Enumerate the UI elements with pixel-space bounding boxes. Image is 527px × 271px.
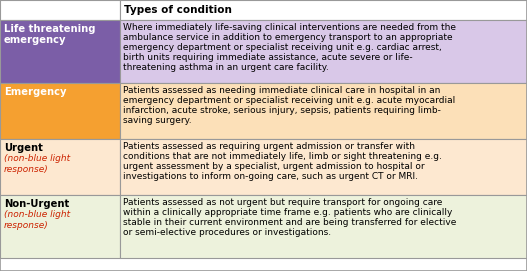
Text: Patients assessed as requiring urgent admission or transfer with: Patients assessed as requiring urgent ad… xyxy=(123,142,415,151)
Bar xyxy=(120,83,527,139)
Text: investigations to inform on-going care, such as urgent CT or MRI.: investigations to inform on-going care, … xyxy=(123,172,418,181)
Text: Urgent: Urgent xyxy=(4,143,43,153)
Text: Types of condition: Types of condition xyxy=(124,5,232,15)
Text: Non-Urgent: Non-Urgent xyxy=(4,199,69,209)
Text: response): response) xyxy=(4,221,49,230)
Text: Patients assessed as not urgent but require transport for ongoing care: Patients assessed as not urgent but requ… xyxy=(123,198,442,207)
Text: Where immediately life-saving clinical interventions are needed from the: Where immediately life-saving clinical i… xyxy=(123,23,456,32)
Text: Life threatening: Life threatening xyxy=(4,24,95,34)
Bar xyxy=(120,20,527,83)
Bar xyxy=(0,0,120,20)
Bar xyxy=(120,195,527,258)
Bar xyxy=(120,0,527,20)
Text: stable in their current environment and are being transferred for elective: stable in their current environment and … xyxy=(123,218,456,227)
Text: emergency department or specialist receiving unit e.g. acute myocardial: emergency department or specialist recei… xyxy=(123,96,455,105)
Text: response): response) xyxy=(4,165,49,174)
Text: within a clinically appropriate time frame e.g. patients who are clinically: within a clinically appropriate time fra… xyxy=(123,208,452,217)
Text: (non-blue light: (non-blue light xyxy=(4,154,70,163)
Text: emergency: emergency xyxy=(4,35,66,45)
Text: saving surgery.: saving surgery. xyxy=(123,116,192,125)
Text: or semi-elective procedures or investigations.: or semi-elective procedures or investiga… xyxy=(123,228,331,237)
Bar xyxy=(0,20,120,83)
Text: birth units requiring immediate assistance, acute severe or life-: birth units requiring immediate assistan… xyxy=(123,53,413,62)
Bar xyxy=(0,83,120,139)
Text: Emergency: Emergency xyxy=(4,87,66,97)
Text: (non-blue light: (non-blue light xyxy=(4,210,70,219)
Text: infarction, acute stroke, serious injury, sepsis, patients requiring limb-: infarction, acute stroke, serious injury… xyxy=(123,106,441,115)
Text: conditions that are not immediately life, limb or sight threatening e.g.: conditions that are not immediately life… xyxy=(123,152,442,161)
Text: urgent assessment by a specialist, urgent admission to hospital or: urgent assessment by a specialist, urgen… xyxy=(123,162,425,171)
Text: ambulance service in addition to emergency transport to an appropriate: ambulance service in addition to emergen… xyxy=(123,33,453,42)
Text: threatening asthma in an urgent care facility.: threatening asthma in an urgent care fac… xyxy=(123,63,329,72)
Bar xyxy=(0,139,120,195)
Bar xyxy=(0,195,120,258)
Bar xyxy=(120,139,527,195)
Text: Patients assessed as needing immediate clinical care in hospital in an: Patients assessed as needing immediate c… xyxy=(123,86,441,95)
Text: emergency department or specialist receiving unit e.g. cardiac arrest,: emergency department or specialist recei… xyxy=(123,43,442,52)
